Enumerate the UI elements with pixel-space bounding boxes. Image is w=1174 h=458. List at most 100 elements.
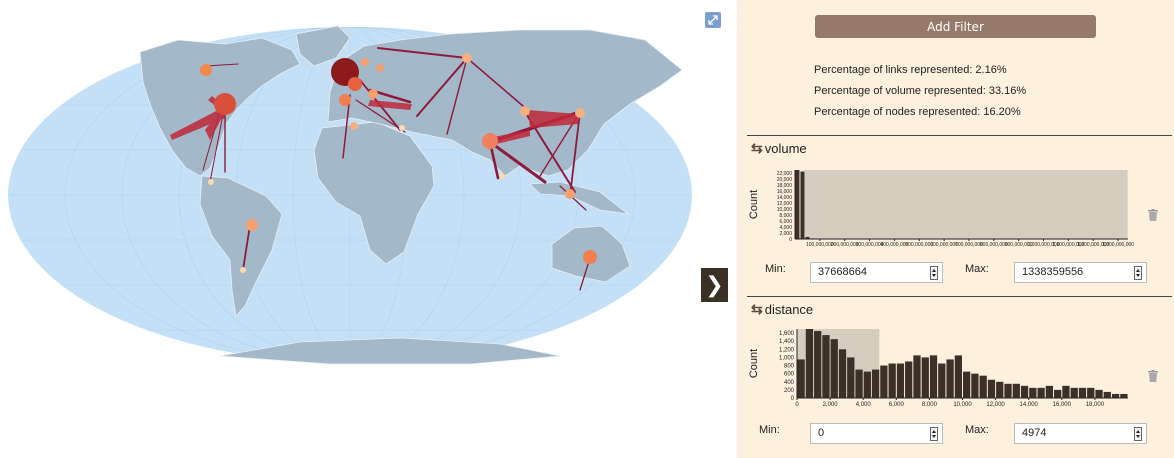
volume-x-tick-label: 1,000,000,000 bbox=[1028, 242, 1060, 248]
volume-y-tick-label: 16,000 bbox=[777, 189, 793, 195]
undefined-x-tick-label: 6,000 bbox=[889, 402, 905, 408]
south-america bbox=[199, 175, 283, 317]
undefined-bar bbox=[1037, 387, 1045, 398]
volume-y-tick-label: 12,000 bbox=[777, 201, 793, 207]
stat-volume: Percentage of volume represented: 33.16% bbox=[814, 85, 1027, 97]
volume-min-spinner-icon[interactable] bbox=[930, 266, 938, 280]
undefined-bar bbox=[1004, 383, 1012, 398]
undefined-y-axis-label: Count bbox=[748, 349, 760, 378]
undefined-bar bbox=[847, 357, 855, 398]
undefined-bar bbox=[946, 359, 954, 398]
undefined-bar bbox=[979, 375, 987, 398]
distance-max-label: Max: bbox=[965, 424, 989, 436]
volume-x-tick-label: 200,000,000 bbox=[831, 242, 859, 248]
undefined-bar bbox=[1062, 385, 1070, 398]
volume-min-input[interactable]: 37668664 bbox=[810, 262, 943, 283]
undefined-bar bbox=[971, 373, 979, 398]
undefined-x-tick-label: 10,000 bbox=[953, 402, 972, 408]
eurasia bbox=[327, 29, 683, 177]
undefined-bar bbox=[814, 331, 822, 398]
undefined-y-tick-label: 1,200 bbox=[779, 347, 795, 353]
add-filter-button[interactable]: Add Filter bbox=[815, 15, 1096, 38]
volume-y-tick-label: 4,000 bbox=[779, 225, 792, 231]
world-map[interactable] bbox=[0, 0, 700, 458]
volume-x-tick-label: 700,000,000 bbox=[955, 242, 983, 248]
undefined-x-tick-label: 0 bbox=[795, 402, 799, 408]
divider bbox=[747, 296, 1172, 297]
undefined-y-tick-label: 800 bbox=[784, 364, 795, 370]
undefined-bar bbox=[822, 335, 830, 398]
volume-selection-brush bbox=[804, 170, 1128, 239]
distance-trash-icon[interactable] bbox=[1148, 367, 1158, 382]
indonesia bbox=[529, 181, 630, 215]
undefined-bar bbox=[1095, 389, 1103, 398]
undefined-bar bbox=[921, 357, 929, 398]
swap-icon[interactable]: ⇆ bbox=[751, 140, 763, 156]
volume-trash-icon[interactable] bbox=[1148, 206, 1158, 221]
distance-max-input[interactable]: 4974 bbox=[1014, 423, 1147, 444]
undefined-bar bbox=[987, 379, 996, 398]
undefined-bar bbox=[905, 361, 913, 398]
volume-y-tick-label: 8,000 bbox=[779, 213, 792, 219]
undefined-bar bbox=[1029, 387, 1037, 398]
undefined-bar bbox=[1078, 387, 1087, 398]
undefined-bar bbox=[1012, 383, 1020, 398]
volume-x-tick-label: 1,300,000,000 bbox=[1102, 242, 1134, 248]
undefined-bar bbox=[880, 365, 888, 398]
undefined-bar bbox=[1087, 387, 1095, 398]
distance-min-spinner-icon[interactable] bbox=[930, 427, 938, 441]
undefined-y-tick-label: 200 bbox=[784, 388, 795, 394]
volume-max-value: 1338359556 bbox=[1022, 266, 1084, 278]
stat-nodes: Percentage of nodes represented: 16.20% bbox=[814, 106, 1021, 118]
volume-min-value: 37668664 bbox=[818, 266, 867, 278]
undefined-bar bbox=[896, 363, 905, 398]
volume-y-tick-label: 10,000 bbox=[777, 207, 793, 213]
expand-icon[interactable] bbox=[705, 12, 721, 28]
undefined-bar bbox=[1045, 385, 1054, 398]
volume-x-tick-label: 1,200,000,000 bbox=[1077, 242, 1109, 248]
distance-min-label: Min: bbox=[759, 424, 780, 436]
undefined-bar bbox=[938, 363, 946, 398]
greenland bbox=[295, 25, 351, 67]
volume-x-tick-label: 100,000,000 bbox=[806, 242, 834, 248]
distance-filter-label: distance bbox=[764, 302, 814, 317]
volume-x-tick-label: 1,100,000,000 bbox=[1052, 242, 1084, 248]
volume-y-tick-label: 6,000 bbox=[779, 219, 792, 225]
volume-bar bbox=[805, 236, 810, 239]
distance-min-input[interactable]: 0 bbox=[810, 423, 943, 444]
undefined-y-tick-label: 1,600 bbox=[779, 331, 795, 337]
undefined-bar bbox=[838, 349, 847, 398]
volume-max-spinner-icon[interactable] bbox=[1134, 266, 1142, 280]
undefined-x-tick-label: 2,000 bbox=[823, 402, 839, 408]
volume-x-tick-label: 800,000,000 bbox=[980, 242, 1008, 248]
volume-y-tick-label: 20,000 bbox=[777, 177, 793, 183]
undefined-bar bbox=[830, 339, 838, 398]
distance-histogram[interactable]: 0 200 400 600 800 1,000 1,200 1,400 1,600 0 2,000 4… bbox=[747, 325, 1139, 417]
volume-max-input[interactable]: 1338359556 bbox=[1014, 262, 1147, 283]
undefined-bar bbox=[1111, 393, 1120, 398]
volume-max-label: Max: bbox=[965, 263, 989, 275]
undefined-y-tick-label: 0 bbox=[791, 396, 795, 402]
flow-nodes bbox=[200, 53, 597, 273]
undefined-bar bbox=[797, 359, 805, 398]
distance-filter-title: ⇆ distance bbox=[751, 301, 813, 318]
volume-x-tick-label: 900,000,000 bbox=[1005, 242, 1033, 248]
swap-icon[interactable]: ⇆ bbox=[751, 301, 763, 317]
panel-toggle-chevron-right-icon[interactable]: ❯ bbox=[701, 268, 728, 302]
undefined-x-tick-label: 14,000 bbox=[1020, 402, 1039, 408]
undefined-bar bbox=[963, 371, 971, 398]
filter-panel: Add Filter Percentage of links represent… bbox=[737, 0, 1174, 458]
volume-y-tick-label: 22,000 bbox=[777, 171, 793, 177]
undefined-x-tick-label: 16,000 bbox=[1053, 402, 1072, 408]
volume-filter-label: volume bbox=[764, 141, 807, 156]
undefined-bar bbox=[805, 329, 814, 398]
undefined-bar bbox=[1120, 393, 1128, 398]
stat-links: Percentage of links represented: 2.16% bbox=[814, 64, 1007, 76]
volume-histogram[interactable]: 02,0004,0006,0008,00010,00012,00014,0001… bbox=[747, 162, 1139, 252]
undefined-bar bbox=[913, 355, 921, 398]
volume-y-axis-label: Count bbox=[748, 190, 760, 219]
volume-y-tick-label: 0 bbox=[789, 237, 792, 243]
distance-max-spinner-icon[interactable] bbox=[1134, 427, 1142, 441]
distance-min-value: 0 bbox=[818, 427, 825, 439]
antarctica bbox=[219, 337, 561, 365]
